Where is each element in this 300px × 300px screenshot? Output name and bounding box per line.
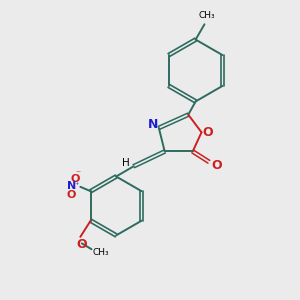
Text: ⁻: ⁻ bbox=[76, 169, 81, 179]
Text: O: O bbox=[70, 174, 80, 184]
Text: N: N bbox=[148, 118, 159, 131]
Text: O: O bbox=[76, 238, 87, 251]
Text: O: O bbox=[67, 190, 76, 200]
Text: O: O bbox=[203, 126, 213, 139]
Text: CH₃: CH₃ bbox=[93, 248, 109, 257]
Text: CH₃: CH₃ bbox=[199, 11, 215, 20]
Text: N: N bbox=[67, 181, 76, 190]
Text: ⁺: ⁺ bbox=[74, 181, 79, 190]
Text: H: H bbox=[122, 158, 129, 168]
Text: O: O bbox=[211, 159, 222, 172]
